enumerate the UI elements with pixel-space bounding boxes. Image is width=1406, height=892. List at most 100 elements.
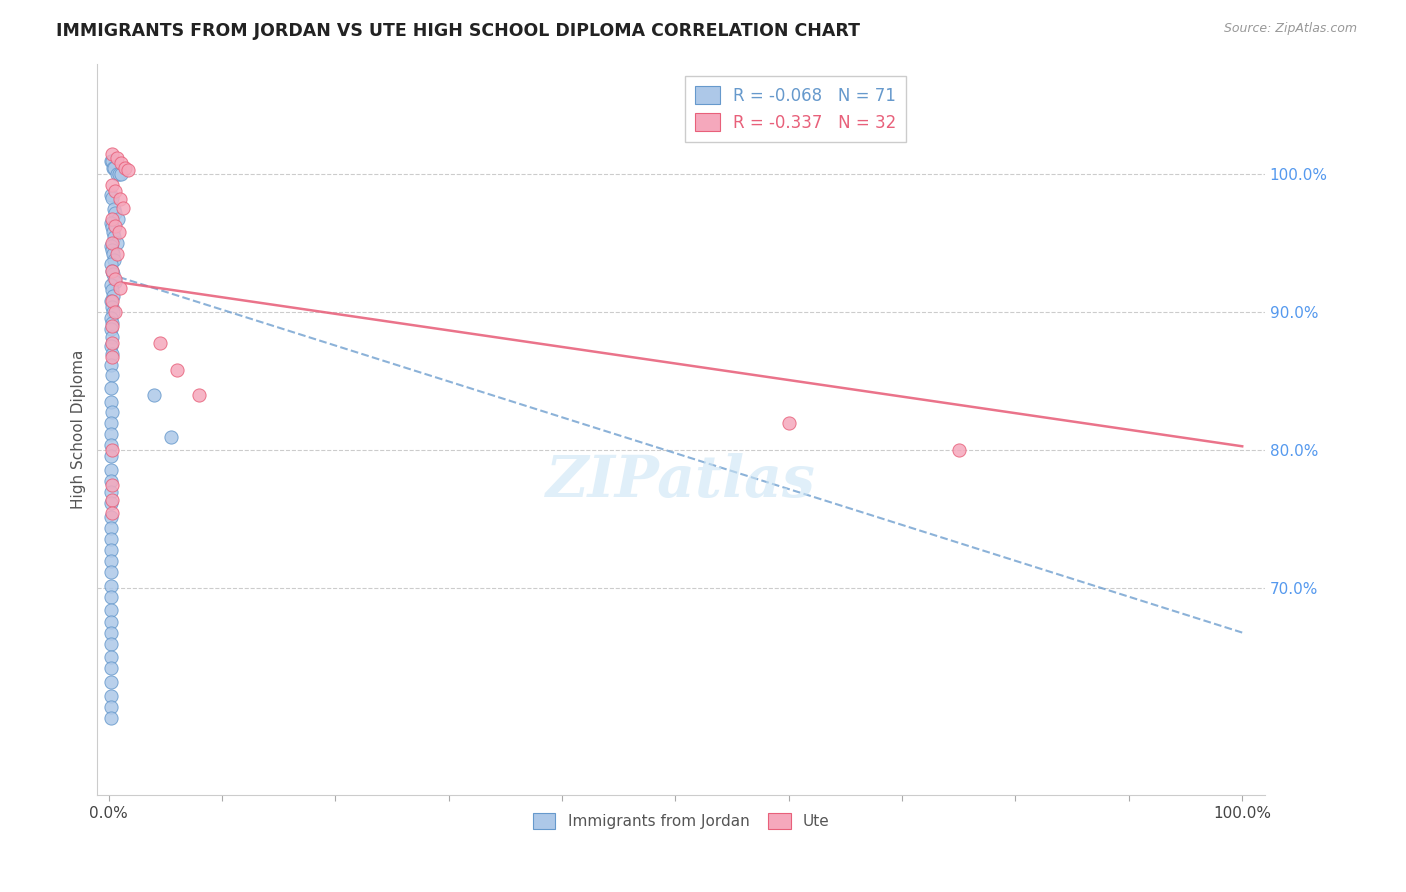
Text: ZIPatlas: ZIPatlas	[546, 452, 815, 509]
Point	[149, 335, 172, 350]
Point	[100, 438, 122, 452]
Point	[100, 277, 122, 292]
Point	[101, 211, 124, 226]
Point	[101, 443, 124, 458]
Point	[101, 191, 124, 205]
Point	[103, 161, 125, 175]
Point	[103, 229, 125, 244]
Point	[101, 335, 124, 350]
Point	[103, 289, 125, 303]
Point	[100, 542, 122, 557]
Point	[948, 443, 970, 458]
Point	[101, 244, 124, 258]
Point	[105, 236, 128, 251]
Point	[100, 239, 122, 253]
Point	[101, 368, 124, 382]
Point	[101, 264, 124, 278]
Point	[100, 257, 122, 271]
Point	[101, 478, 124, 492]
Point	[105, 247, 128, 261]
Point	[103, 226, 125, 240]
Point	[101, 264, 124, 278]
Point	[100, 637, 122, 651]
Point	[100, 521, 122, 535]
Point	[108, 192, 131, 206]
Point	[105, 151, 128, 165]
Point	[101, 493, 124, 508]
Point	[105, 168, 128, 182]
Point	[101, 506, 124, 520]
Point	[100, 358, 122, 372]
Point	[100, 711, 122, 725]
Point	[160, 429, 183, 443]
Point	[108, 280, 131, 294]
Point	[100, 689, 122, 703]
Point	[100, 188, 122, 202]
Point	[101, 319, 124, 334]
Point	[107, 211, 129, 226]
Legend: Immigrants from Jordan, Ute: Immigrants from Jordan, Ute	[526, 806, 835, 835]
Point	[103, 161, 125, 175]
Point	[108, 168, 131, 182]
Point	[101, 236, 124, 251]
Point	[110, 156, 132, 170]
Point	[100, 216, 122, 230]
Point	[100, 603, 122, 617]
Point	[103, 267, 125, 281]
Point	[100, 496, 122, 510]
Point	[100, 474, 122, 488]
Point	[103, 305, 125, 319]
Point	[104, 272, 127, 286]
Y-axis label: High School Diploma: High School Diploma	[72, 350, 86, 509]
Point	[101, 317, 124, 331]
Point	[100, 554, 122, 568]
Point	[100, 590, 122, 604]
Point	[100, 650, 122, 665]
Point	[100, 153, 122, 168]
Point	[103, 247, 125, 261]
Point	[104, 184, 127, 198]
Point	[104, 305, 127, 319]
Text: Source: ZipAtlas.com: Source: ZipAtlas.com	[1223, 22, 1357, 36]
Point	[100, 675, 122, 690]
Point	[100, 532, 122, 546]
Point	[100, 661, 122, 675]
Point	[101, 350, 124, 364]
Point	[100, 310, 122, 325]
Point	[100, 463, 122, 477]
Point	[100, 449, 122, 463]
Point	[100, 294, 122, 309]
Point	[104, 219, 127, 233]
Point	[101, 347, 124, 361]
Point	[100, 625, 122, 640]
Point	[188, 388, 211, 402]
Point	[114, 161, 136, 175]
Point	[104, 206, 127, 220]
Point	[143, 388, 166, 402]
Point	[101, 219, 124, 234]
Point	[101, 405, 124, 419]
Point	[110, 168, 132, 182]
Point	[100, 700, 122, 714]
Point	[101, 146, 124, 161]
Point	[101, 284, 124, 298]
Point	[101, 153, 124, 168]
Point	[100, 338, 122, 352]
Point	[100, 416, 122, 430]
Point	[778, 416, 800, 430]
Point	[112, 201, 135, 215]
Point	[100, 395, 122, 409]
Point	[101, 330, 124, 344]
Point	[100, 615, 122, 629]
Point	[104, 275, 127, 289]
Point	[100, 484, 122, 499]
Point	[103, 252, 125, 267]
Point	[166, 363, 188, 377]
Point	[101, 178, 124, 193]
Point	[100, 509, 122, 524]
Point	[100, 565, 122, 579]
Point	[100, 322, 122, 336]
Point	[100, 426, 122, 441]
Point	[108, 226, 131, 240]
Point	[101, 300, 124, 314]
